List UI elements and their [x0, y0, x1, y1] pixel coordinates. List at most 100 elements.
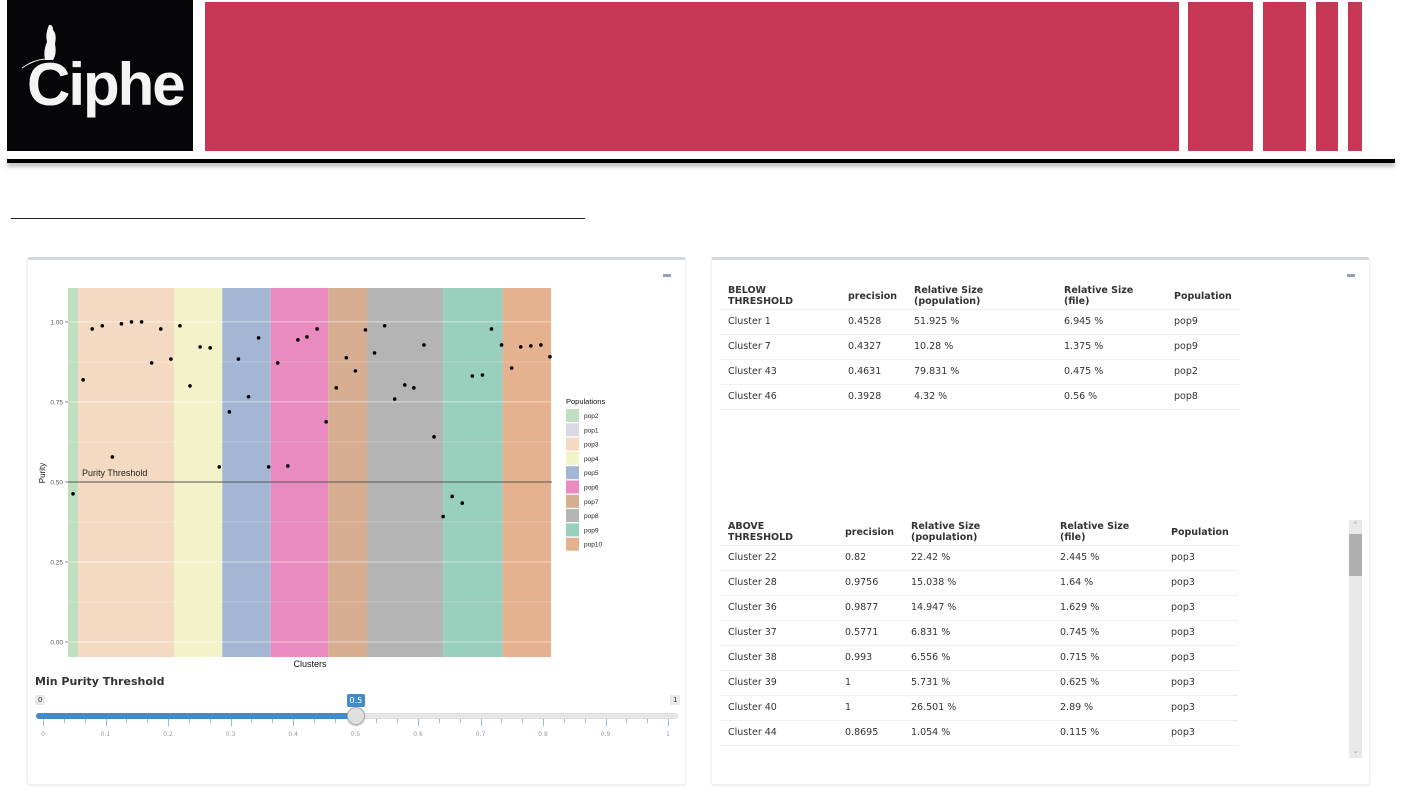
table-row[interactable]: Cluster 44 0.8695 1.054 % 0.115 % pop3 — [720, 720, 1238, 746]
table-cell: pop3 — [1163, 595, 1238, 621]
table-row[interactable]: Cluster 40 1 26.501 % 2.89 % pop3 — [720, 695, 1238, 721]
header-stripe — [1348, 2, 1362, 151]
slider-minor-tick — [376, 719, 378, 723]
slider-minor-tick — [563, 719, 565, 723]
table-cell: pop3 — [1163, 620, 1238, 646]
table-cell: 5.731 % — [903, 670, 1052, 696]
table-scrollbar[interactable]: ⌃ ⌄ — [1349, 520, 1362, 758]
slider-tick-label: 0.6 — [413, 731, 423, 738]
slider-major-tick — [105, 719, 107, 726]
table-row[interactable]: Cluster 46 0.3928 4.32 % 0.56 % pop8 — [720, 384, 1240, 410]
table-cell: pop9 — [1166, 334, 1240, 360]
slider-major-tick — [418, 719, 419, 726]
slider-minor-tick — [313, 719, 315, 723]
table-cell: 0.5771 — [837, 620, 903, 646]
table-cell: pop3 — [1163, 570, 1238, 596]
slider-minor-tick — [501, 719, 503, 723]
slider-minor-tick — [188, 719, 190, 723]
table-cell: 0.715 % — [1052, 645, 1163, 671]
table-cell: Cluster 1 — [720, 309, 840, 335]
table-cell: Cluster 22 — [720, 545, 837, 571]
table-cell: pop8 — [1166, 384, 1240, 410]
table-header-row: BELOW THRESHOLD precision Relative Size (p… — [720, 284, 1240, 310]
slider-tick-label: 0.7 — [475, 731, 486, 738]
slider-tick-label: 0.8 — [538, 731, 548, 738]
table-cell: pop2 — [1166, 359, 1240, 385]
table-cell: Cluster 46 — [720, 384, 840, 410]
table-row[interactable]: Cluster 28 0.9756 15.038 % 1.64 % pop3 — [720, 570, 1238, 596]
table-cell: Cluster 36 — [720, 595, 837, 621]
slider-minor-tick — [63, 719, 65, 723]
column-header[interactable]: Population — [1166, 284, 1240, 310]
table-row[interactable]: Cluster 7 0.4327 10.28 % 1.375 % pop9 — [720, 334, 1240, 360]
above-threshold-scroll-area[interactable]: ABOVE THRESHOLD precision Relative Size (p… — [718, 520, 1363, 758]
slider-minor-tick — [626, 719, 628, 723]
slider-major-tick — [43, 719, 44, 726]
slider-tick-label: 0.1 — [100, 731, 111, 738]
slider-minor-tick — [251, 719, 253, 723]
table-cell: Cluster 37 — [720, 620, 837, 646]
table-cell: 0.625 % — [1052, 670, 1163, 696]
table-row[interactable]: Cluster 37 0.5771 6.831 % 0.745 % pop3 — [720, 620, 1238, 646]
column-header[interactable]: precision — [837, 520, 903, 546]
logo-text: Ciphe — [27, 51, 186, 118]
below-threshold-table: BELOW THRESHOLD precision Relative Size (p… — [720, 284, 1240, 410]
column-header[interactable]: ABOVE THRESHOLD — [720, 520, 837, 546]
table-cell: 6.831 % — [903, 620, 1052, 646]
slider-minor-tick — [647, 719, 649, 723]
table-cell: 0.4631 — [840, 359, 906, 385]
column-header[interactable]: precision — [840, 284, 906, 310]
slider-minor-tick — [147, 719, 149, 723]
table-cell: Cluster 39 — [720, 670, 837, 696]
slider-tick-label: 0.3 — [225, 731, 236, 738]
slider-min-label: 0 — [35, 695, 46, 705]
table-cell: pop3 — [1163, 645, 1238, 671]
scrollbar-thumb[interactable] — [1349, 534, 1362, 576]
slider-major-tick — [668, 719, 669, 726]
slider-minor-tick — [522, 719, 524, 723]
table-cell: 0.115 % — [1052, 720, 1163, 746]
table-row[interactable]: Cluster 22 0.82 22.42 % 2.445 % pop3 — [720, 545, 1238, 571]
table-cell: 0.745 % — [1052, 620, 1163, 646]
table-cell: 4.32 % — [906, 384, 1056, 410]
slider-handle[interactable] — [346, 707, 365, 725]
slider-tick-label: 0 — [41, 731, 45, 738]
header-stripe — [1263, 2, 1306, 151]
table-row[interactable]: Cluster 38 0.993 6.556 % 0.715 % pop3 — [720, 645, 1238, 671]
collapse-button[interactable] — [663, 274, 671, 277]
table-cell: Cluster 40 — [720, 695, 837, 721]
table-cell: 2.445 % — [1052, 545, 1163, 571]
column-header[interactable]: Relative Size (file) — [1056, 284, 1166, 310]
table-cell: Cluster 44 — [720, 720, 837, 746]
slider-tick-label: 0.2 — [163, 731, 173, 738]
scroll-up-arrow-icon[interactable]: ⌃ — [1352, 522, 1359, 529]
slider-minor-tick — [397, 719, 399, 723]
scroll-down-arrow-icon[interactable]: ⌄ — [1352, 748, 1359, 755]
column-header[interactable]: Population — [1163, 520, 1238, 546]
slider-tick-label: 1 — [666, 731, 670, 738]
table-cell: 1 — [837, 695, 903, 721]
table-cell: 0.9877 — [837, 595, 903, 621]
slider-value-label: 0.5 — [346, 694, 366, 707]
slider-minor-tick — [438, 719, 440, 723]
slider-major-tick — [168, 719, 169, 726]
table-row[interactable]: Cluster 36 0.9877 14.947 % 1.629 % pop3 — [720, 595, 1238, 621]
slider-major-tick — [605, 719, 607, 726]
slider-minor-tick — [459, 719, 461, 723]
table-row[interactable]: Cluster 1 0.4528 51.925 % 6.945 % pop9 — [720, 309, 1240, 335]
column-header[interactable]: Relative Size (population) — [906, 284, 1056, 310]
table-row[interactable]: Cluster 39 1 5.731 % 0.625 % pop3 — [720, 670, 1238, 696]
table-cell: 1.375 % — [1056, 334, 1166, 360]
table-cell: pop9 — [1166, 309, 1240, 335]
column-header[interactable]: Relative Size (file) — [1052, 520, 1163, 546]
collapse-button[interactable] — [1347, 274, 1355, 277]
table-cell: 0.9756 — [837, 570, 903, 596]
table-cell: pop3 — [1163, 545, 1238, 571]
table-cell: Cluster 38 — [720, 645, 837, 671]
column-header[interactable]: BELOW THRESHOLD — [720, 284, 840, 310]
table-cell: pop3 — [1163, 695, 1238, 721]
table-cell: 0.475 % — [1056, 359, 1166, 385]
column-header[interactable]: Relative Size (population) — [903, 520, 1052, 546]
above-threshold-table: ABOVE THRESHOLD precision Relative Size (p… — [720, 520, 1238, 746]
table-row[interactable]: Cluster 43 0.4631 79.831 % 0.475 % pop2 — [720, 359, 1240, 385]
